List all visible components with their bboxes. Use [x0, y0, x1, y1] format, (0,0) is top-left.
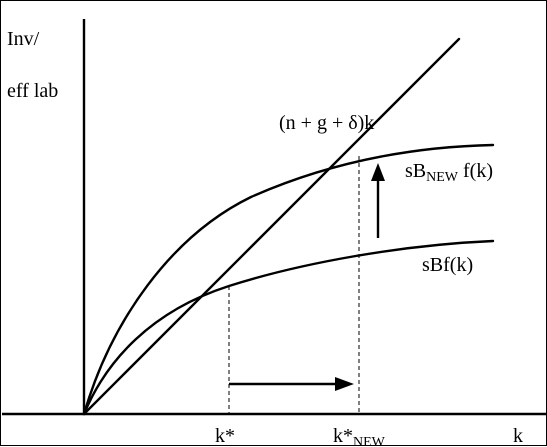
shift-arrow-head: [371, 163, 385, 181]
break-even-line-label: (n + g + δ)k: [279, 112, 374, 134]
new-curve-label-suffix: f(k): [458, 160, 493, 182]
old-investment-curve-label: sBf(k): [422, 254, 473, 276]
k-star-new-label-base: k*: [333, 425, 353, 447]
y-axis-label-line1: Inv/: [7, 28, 40, 50]
k-shift-arrow-head: [335, 377, 354, 391]
k-star-label: k*: [215, 425, 235, 447]
y-axis-label-line2: eff lab: [7, 80, 58, 102]
new-investment-curve-label: sBNEW f(k): [405, 160, 493, 185]
x-axis-label: k: [513, 425, 523, 447]
k-star-new-label: k*NEW: [333, 425, 386, 447]
new-investment-curve: [82, 143, 495, 416]
old-investment-curve: [82, 239, 495, 416]
new-curve-label-subscript: NEW: [426, 170, 459, 185]
break-even-line: [82, 37, 461, 416]
new-curve-label-prefix: sB: [405, 160, 426, 182]
k-star-new-label-subscript: NEW: [353, 435, 386, 447]
